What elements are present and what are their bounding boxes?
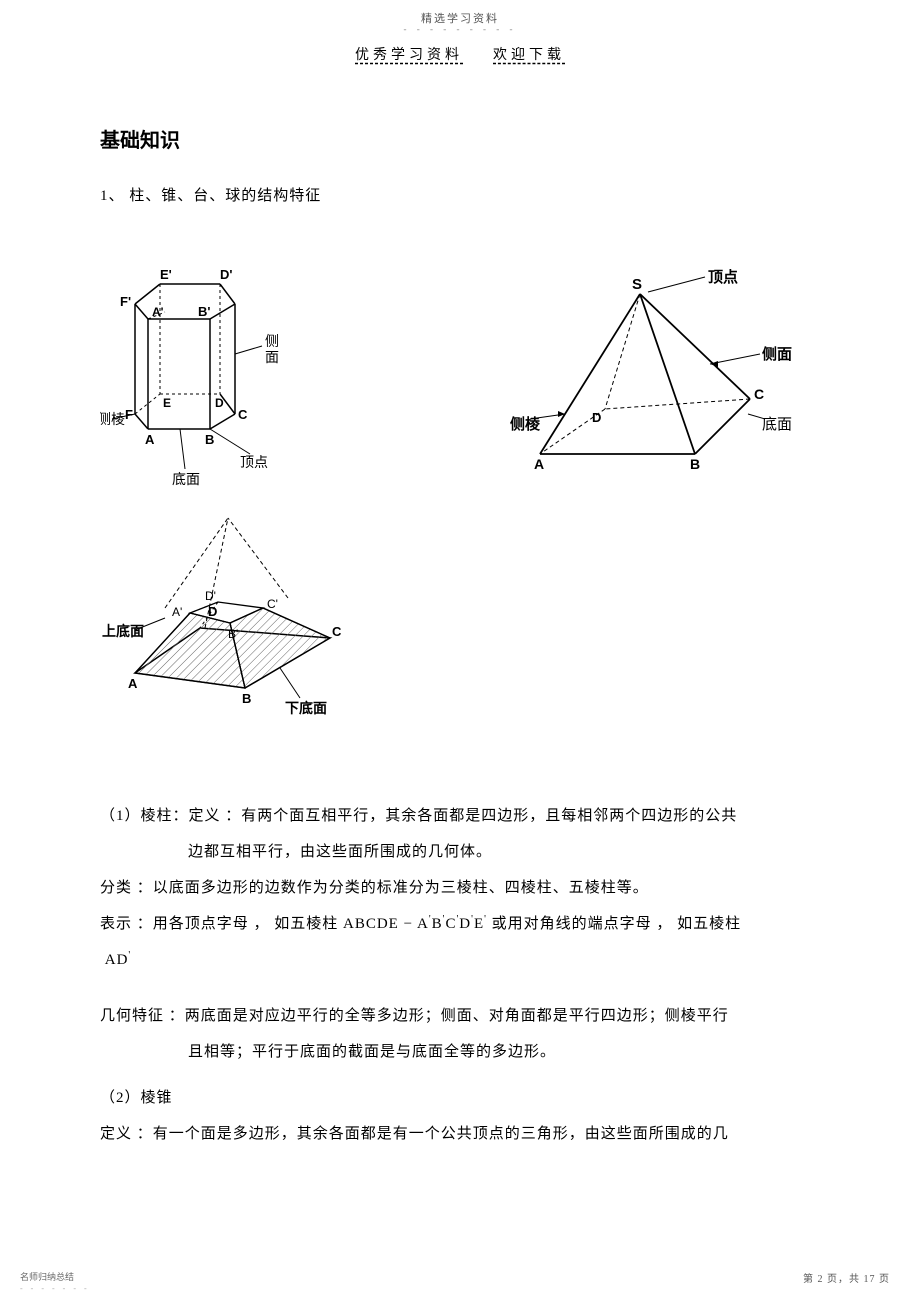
- svg-text:B: B: [242, 691, 251, 706]
- p4: 几何特征 ：两底面是对应边平行的全等多边形；侧面、对角面都是平行四边形；侧棱平行: [100, 998, 820, 1034]
- svg-text:侧: 侧: [265, 333, 279, 349]
- svg-text:A': A': [152, 305, 164, 319]
- svg-text:B': B': [198, 304, 210, 319]
- p3: 表示 ：用各顶点字母 ， 如五棱柱 ABCDE − A'B'C'D'E' 或用对…: [100, 906, 820, 942]
- svg-text:C: C: [754, 386, 764, 402]
- svg-text:B': B': [228, 627, 238, 641]
- p3b: AD': [100, 942, 820, 978]
- p2: 分类 ：以底面多边形的边数作为分类的标准分为三棱柱、四棱柱、五棱柱等。: [100, 870, 820, 906]
- svg-text:A: A: [128, 676, 138, 691]
- svg-text:侧棱: 侧棱: [100, 411, 125, 427]
- svg-text:A': A': [172, 605, 182, 619]
- svg-text:B: B: [690, 456, 700, 472]
- frustum-figure: A' B' C' D' A B C D 上底面 下底面: [100, 508, 360, 718]
- p4b: 且相等；平行于底面的截面是与底面全等的多边形。: [100, 1034, 820, 1070]
- svg-text:F': F': [120, 294, 131, 309]
- p1b: 边都互相平行，由这些面所围成的几何体。: [100, 834, 820, 870]
- svg-text:侧棱: 侧棱: [510, 415, 541, 433]
- prism-figure: E' D' F' A' B' E D F A B C 侧 面 侧棱 顶点: [100, 264, 320, 494]
- svg-text:上底面: 上底面: [102, 623, 144, 639]
- svg-text:S: S: [632, 276, 642, 293]
- svg-text:C: C: [238, 407, 248, 422]
- svg-text:侧面: 侧面: [762, 345, 792, 363]
- p1: （1）棱柱：定义 ：有两个面互相平行，其余各面都是四边形，且每相邻两个四边形的公…: [100, 798, 820, 834]
- svg-text:底面: 底面: [172, 471, 200, 487]
- footer-right: 第 2 页，共 17 页: [803, 1270, 890, 1285]
- svg-text:D: D: [208, 604, 217, 619]
- svg-text:D: D: [592, 410, 601, 425]
- svg-text:A: A: [145, 432, 155, 447]
- p3a-text: 表示 ：用各顶点字母 ， 如五棱柱 ABCDE − A: [100, 916, 429, 932]
- subheader-left: 优秀学习资料: [355, 48, 463, 65]
- svg-text:顶点: 顶点: [708, 269, 738, 286]
- page-subheader: 优秀学习资料 欢迎下载: [100, 44, 820, 64]
- svg-text:面: 面: [265, 349, 279, 365]
- figures-row: E' D' F' A' B' E D F A B C 侧 面 侧棱 顶点: [100, 264, 820, 718]
- dotted-line: - - - - - - - - -: [100, 24, 820, 34]
- svg-text:D': D': [220, 267, 232, 282]
- line-1: 1、 柱、锥、台、球的结构特征: [100, 178, 820, 214]
- subheader-right: 欢迎下载: [493, 48, 565, 65]
- svg-text:B: B: [205, 432, 214, 447]
- svg-text:E: E: [163, 396, 171, 410]
- svg-text:下底面: 下底面: [285, 700, 327, 716]
- content-block: （1）棱柱：定义 ：有两个面互相平行，其余各面都是四边形，且每相邻两个四边形的公…: [100, 798, 820, 1152]
- svg-text:C: C: [332, 624, 342, 639]
- svg-text:A: A: [534, 456, 544, 472]
- p6: 定义 ：有一个面是多边形，其余各面都是有一个公共顶点的三角形，由这些面所围成的几: [100, 1116, 820, 1152]
- svg-text:E': E': [160, 267, 172, 282]
- footer-left: 名师归纳总结 - - - - - - -: [20, 1270, 90, 1293]
- p5: （2）棱锥: [100, 1080, 820, 1116]
- svg-text:底面: 底面: [762, 416, 792, 433]
- svg-text:C': C': [267, 597, 278, 611]
- section-title: 基础知识: [100, 124, 820, 153]
- svg-text:D': D': [205, 589, 216, 603]
- svg-text:顶点: 顶点: [240, 454, 268, 470]
- svg-text:D: D: [215, 396, 224, 410]
- pyramid-figure: S A B C D 顶点 侧面 底面 侧棱: [510, 264, 800, 484]
